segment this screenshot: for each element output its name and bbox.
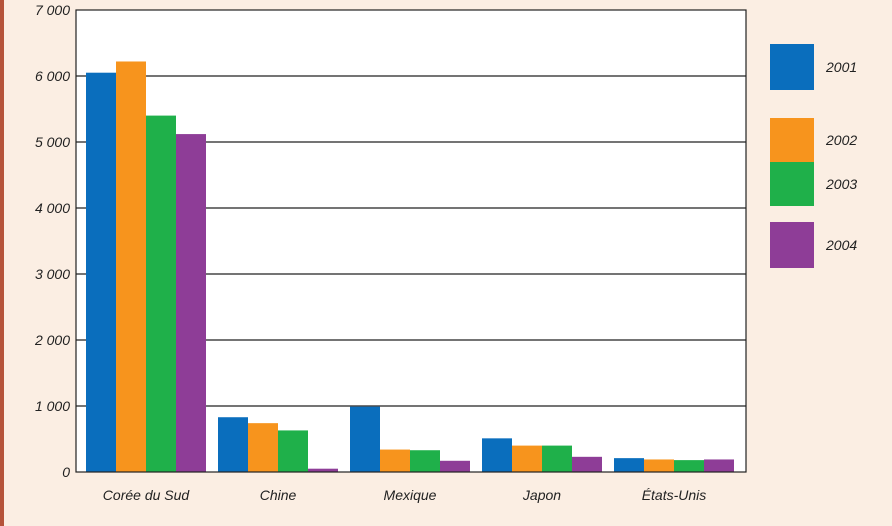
y-tick-label: 2 000	[34, 332, 70, 348]
bar-2002-1	[248, 423, 278, 472]
legend-label: 2004	[825, 237, 857, 253]
bar-2004-0	[176, 134, 206, 472]
bar-2002-4	[644, 459, 674, 472]
legend-swatch-2004	[770, 222, 814, 268]
x-category-label: Japon	[522, 487, 561, 503]
legend-label: 2002	[825, 132, 857, 148]
legend-swatch-2002	[770, 118, 814, 162]
plot-border	[75, 9, 747, 473]
x-category-label: États-Unis	[642, 487, 707, 503]
bar-2004-1	[308, 468, 338, 472]
x-category-label: Mexique	[384, 487, 437, 503]
bar-2002-2	[380, 449, 410, 472]
legend: 2001 2002 2003 2004	[770, 44, 857, 268]
bar-2004-4	[704, 459, 734, 472]
legend-swatch-2001	[770, 44, 814, 90]
bar-2003-1	[278, 430, 308, 472]
bar-2004-2	[440, 460, 470, 472]
legend-label: 2001	[825, 59, 857, 75]
bar-2002-0	[116, 61, 146, 472]
bars	[86, 61, 734, 472]
x-category-label: Chine	[260, 487, 297, 503]
y-axis-ticks: 0 1 000 2 000 3 000 4 000 5 000 6 000 7 000	[34, 2, 70, 480]
bar-2001-0	[86, 72, 116, 472]
bar-2001-3	[482, 438, 512, 472]
y-tick-label: 5 000	[35, 134, 70, 150]
bar-2003-4	[674, 460, 704, 472]
legend-swatch-2003	[770, 162, 814, 206]
legend-label: 2003	[825, 176, 857, 192]
bar-2003-0	[146, 115, 176, 472]
bar-2001-1	[218, 417, 248, 472]
x-category-label: Corée du Sud	[103, 487, 191, 503]
y-tick-label: 1 000	[35, 398, 70, 414]
bar-2002-3	[512, 445, 542, 472]
y-tick-label: 4 000	[35, 200, 70, 216]
y-tick-label: 3 000	[35, 266, 70, 282]
bar-2001-2	[350, 406, 380, 472]
bar-2004-3	[572, 456, 602, 472]
bar-2003-3	[542, 445, 572, 472]
x-axis-labels: Corée du Sud Chine Mexique Japon États-Unis	[103, 487, 706, 503]
bar-2003-2	[410, 450, 440, 472]
y-tick-label: 7 000	[35, 2, 70, 18]
y-tick-label: 6 000	[35, 68, 70, 84]
bar-2001-4	[614, 458, 644, 472]
y-tick-label: 0	[62, 464, 70, 480]
